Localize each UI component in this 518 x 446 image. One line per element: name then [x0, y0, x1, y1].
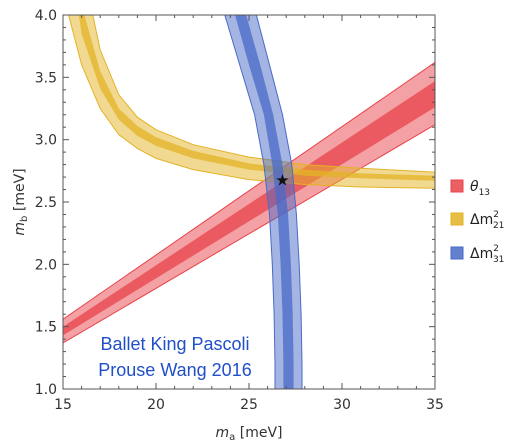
y-tick-label: 2.5: [35, 195, 57, 211]
legend-swatch-2: [450, 246, 464, 260]
annotation-line-2: Prouse Wang 2016: [98, 360, 251, 380]
ticks-layer: 15 20 25 30 35 1.0 1.5 2.0 2.5 3.0 3.5 4.0: [35, 8, 444, 413]
legend-label-0: θ13: [470, 179, 490, 198]
y-tick-label: 3.0: [35, 133, 57, 149]
x-tick-label: 30: [333, 397, 351, 413]
best-fit-star: ★: [275, 171, 289, 190]
y-tick-label: 2.0: [35, 257, 57, 273]
y-tick-label: 1.5: [35, 320, 57, 336]
annotation: Ballet King Pascoli Prouse Wang 2016: [98, 334, 251, 380]
x-tick-label: 15: [54, 397, 72, 413]
y-axis-label-sub: b: [19, 216, 30, 222]
x-axis-label: ma [meV]: [216, 425, 283, 443]
marker-layer: ★: [275, 171, 289, 190]
legend-label-1: Δm2 21: [470, 210, 504, 231]
y-tick-label: 3.5: [35, 70, 57, 86]
band-inner-0: [63, 81, 435, 336]
x-tick-label: 35: [426, 397, 444, 413]
annotation-line-1: Ballet King Pascoli: [100, 334, 249, 354]
y-tick-label: 1.0: [35, 382, 57, 398]
x-tick-label: 20: [147, 397, 165, 413]
x-tick-label: 25: [240, 397, 258, 413]
y-tick-label: 4.0: [35, 8, 57, 24]
legend: θ13 Δm2 21 Δm2 31: [450, 179, 504, 265]
band-inner-2: [235, 15, 294, 389]
y-axis-label-unit: [meV]: [12, 168, 28, 215]
bands-layer: [63, 15, 435, 389]
x-axis-label-unit: [meV]: [235, 425, 282, 441]
y-axis-label: mb [meV]: [12, 168, 30, 235]
legend-swatch-0: [450, 179, 464, 193]
legend-label-2: Δm2 31: [470, 244, 504, 265]
legend-swatch-1: [450, 212, 464, 226]
x-axis-label-sub: a: [229, 432, 235, 443]
y-axis-label-var: m: [12, 222, 28, 236]
x-axis-label-var: m: [216, 425, 230, 441]
